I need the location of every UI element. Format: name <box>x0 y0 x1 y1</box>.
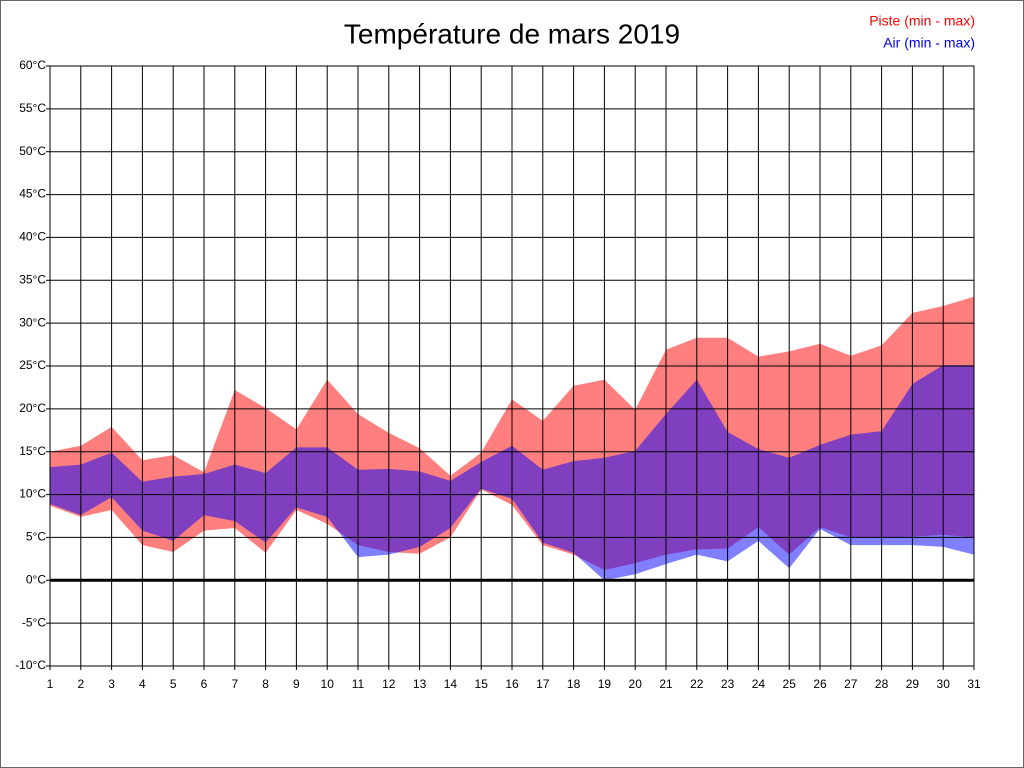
plot-border <box>49 65 975 667</box>
x-tick-label: 7 <box>231 677 238 691</box>
x-tick-label: 6 <box>201 677 208 691</box>
x-tick-label: 14 <box>444 677 458 691</box>
y-tick-label: 0°C <box>26 572 46 586</box>
x-tick-label: 22 <box>690 677 704 691</box>
labels: -10°C -5°C 0°C 5°C 10°C 15°C 20°C 25°C 30°C 35°C 4… <box>15 13 981 691</box>
x-tick-label: 20 <box>629 677 643 691</box>
x-tick-label: 3 <box>108 677 115 691</box>
x-tick-label: 26 <box>813 677 827 691</box>
x-tick-label: 11 <box>352 677 365 691</box>
x-tick-label: 9 <box>293 677 300 691</box>
x-tick-label: 2 <box>77 677 84 691</box>
x-tick-label: 18 <box>567 677 581 691</box>
y-tick-label: 60°C <box>19 58 46 72</box>
x-tick-label: 8 <box>262 677 269 691</box>
x-tick-label: 12 <box>382 677 396 691</box>
x-tick-label: 24 <box>752 677 766 691</box>
grid <box>46 65 975 670</box>
x-tick-label: 21 <box>659 677 673 691</box>
chart-title: Température de mars 2019 <box>344 18 680 49</box>
y-tick-label: 10°C <box>19 487 46 501</box>
y-tick-label: 55°C <box>19 101 46 115</box>
y-tick-label: 50°C <box>19 144 46 158</box>
x-tick-label: 5 <box>170 677 177 691</box>
y-tick-label: 30°C <box>19 315 46 329</box>
x-tick-label: 28 <box>875 677 889 691</box>
y-tick-label: 15°C <box>19 444 46 458</box>
y-tick-label: 20°C <box>19 401 46 415</box>
x-tick-label: 13 <box>413 677 427 691</box>
legend-entry: Air (min - max) <box>883 35 975 51</box>
x-tick-label: 17 <box>536 677 550 691</box>
y-tick-label: 45°C <box>19 187 46 201</box>
y-tick-label: 35°C <box>19 272 46 286</box>
y-tick-label: 25°C <box>19 358 46 372</box>
x-tick-label: 16 <box>505 677 519 691</box>
x-tick-label: 1 <box>47 677 54 691</box>
x-tick-label: 30 <box>937 677 951 691</box>
legend-entry: Piste (min - max) <box>869 13 975 29</box>
y-tick-label: 40°C <box>19 230 46 244</box>
y-tick-label: -5°C <box>22 615 46 629</box>
x-tick-label: 31 <box>967 677 981 691</box>
x-tick-label: 23 <box>721 677 735 691</box>
y-tick-label: -10°C <box>15 658 46 672</box>
x-tick-label: 19 <box>598 677 612 691</box>
x-tick-label: 15 <box>475 677 489 691</box>
x-tick-label: 4 <box>139 677 146 691</box>
x-tick-label: 10 <box>321 677 335 691</box>
x-tick-label: 25 <box>783 677 797 691</box>
y-tick-label: 5°C <box>26 530 46 544</box>
x-tick-label: 29 <box>906 677 920 691</box>
x-tick-label: 27 <box>844 677 858 691</box>
